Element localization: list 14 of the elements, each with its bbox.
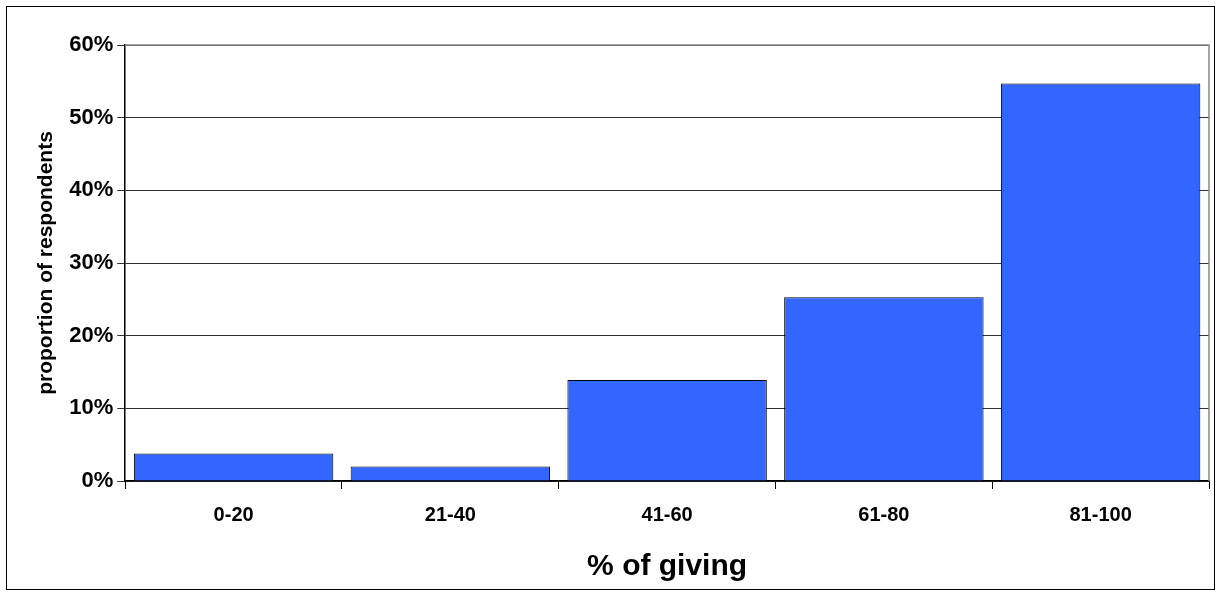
y-tick-label: 10% — [69, 394, 114, 420]
y-tick-label: 50% — [69, 103, 114, 129]
y-tick-label: 0% — [81, 467, 114, 493]
y-tick-label: 30% — [69, 249, 114, 275]
x-tick-label: 61-80 — [858, 502, 910, 525]
x-tick-label: 41-60 — [641, 502, 693, 525]
x-tick-label: 21-40 — [424, 502, 476, 525]
y-tick-label: 20% — [69, 321, 114, 347]
x-tick-label: 0-20 — [213, 502, 254, 525]
x-axis-title: % of giving — [587, 548, 748, 582]
x-tick-label: 81-100 — [1069, 502, 1132, 525]
y-tick-label: 60% — [69, 31, 114, 57]
y-axis-title: proportion of respondents — [33, 131, 57, 395]
y-tick-label: 40% — [69, 176, 114, 202]
